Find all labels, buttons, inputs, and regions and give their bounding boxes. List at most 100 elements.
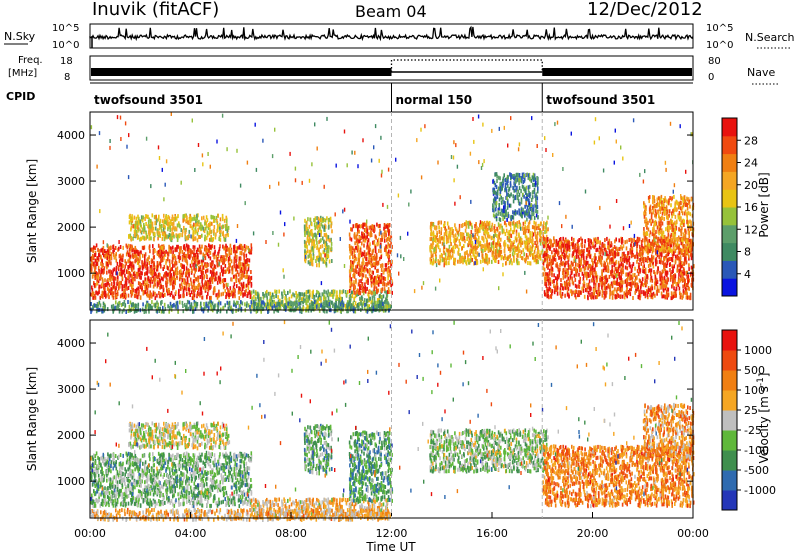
data-cell (375, 261, 378, 266)
data-cell (639, 247, 642, 252)
data-cell (622, 270, 625, 275)
data-cell (204, 219, 206, 224)
cpid-row: twofsound 3501 normal 150 twofsound 3501 (94, 83, 655, 112)
data-cell (223, 237, 226, 242)
data-cell (349, 284, 352, 289)
data-cell (209, 250, 212, 255)
data-cell (674, 294, 676, 298)
data-cell (213, 231, 215, 236)
data-cell (292, 292, 294, 297)
data-cell (240, 291, 242, 296)
data-cell (641, 277, 644, 282)
data-cell (608, 242, 610, 247)
data-cell (158, 226, 161, 231)
data-cell (163, 272, 166, 277)
data-cell (514, 178, 517, 183)
data-cell (322, 250, 325, 255)
data-cell (457, 259, 459, 264)
data-cell (383, 282, 386, 287)
data-cell (239, 256, 242, 261)
data-cell (605, 265, 608, 270)
data-cell (352, 224, 355, 229)
data-cell (544, 225, 546, 230)
data-cell (233, 262, 235, 266)
data-cell (373, 227, 376, 232)
data-cell (473, 252, 475, 257)
data-cell (359, 248, 362, 252)
data-cell (323, 295, 326, 300)
data-cell (467, 253, 469, 258)
data-cell (214, 272, 217, 277)
data-cell (161, 219, 164, 224)
data-cell (212, 275, 215, 280)
data-cell (226, 253, 228, 258)
data-cell (192, 293, 194, 298)
data-cell (502, 256, 505, 261)
data-cell (510, 244, 512, 249)
data-cell (439, 248, 441, 253)
data-cell (106, 256, 108, 261)
data-cell (644, 271, 647, 276)
data-cell (171, 257, 174, 262)
data-cell (128, 271, 130, 275)
data-cell (232, 291, 235, 296)
data-cell (496, 233, 498, 238)
data-cell (374, 249, 377, 254)
data-cell (228, 293, 230, 297)
data-cell (142, 228, 144, 232)
data-cell (146, 280, 148, 285)
data-cell (131, 214, 133, 219)
data-cell (603, 290, 605, 295)
data-cell (130, 262, 132, 266)
data-cell (242, 266, 245, 271)
data-cell (380, 276, 382, 281)
data-cell (175, 247, 177, 252)
data-cell (379, 223, 381, 228)
data-cell (491, 250, 494, 255)
data-cell (646, 280, 648, 284)
data-cell (500, 223, 502, 228)
data-cell (534, 194, 536, 199)
data-cell (128, 215, 131, 219)
data-cell (370, 254, 373, 259)
data-cell (130, 278, 132, 283)
data-cell (197, 267, 200, 272)
data-cell (545, 229, 548, 234)
data-cell (137, 281, 140, 286)
data-cell (169, 221, 171, 226)
data-cell (499, 225, 501, 230)
data-cell (161, 236, 164, 241)
data-cell (349, 249, 351, 254)
data-cell (126, 245, 129, 250)
data-cell (106, 286, 109, 291)
data-cell (317, 300, 319, 305)
data-cell (106, 265, 108, 270)
data-cell (201, 279, 203, 284)
data-cell (474, 256, 477, 261)
data-cell (250, 270, 252, 274)
data-cell (311, 229, 313, 233)
data-cell (285, 294, 287, 299)
data-cell (510, 192, 512, 197)
data-cell (113, 248, 115, 253)
data-cell (503, 200, 505, 205)
data-cell (376, 242, 378, 247)
data-cell (494, 201, 496, 206)
data-cell (165, 221, 168, 225)
data-cell (554, 257, 557, 262)
data-cell (506, 195, 508, 200)
data-cell (539, 241, 542, 246)
data-cell (245, 270, 248, 275)
data-cell (538, 254, 540, 259)
data-cell (361, 224, 363, 228)
data-cell (362, 232, 365, 237)
data-cell (215, 232, 217, 237)
data-cell (508, 203, 511, 208)
cpid-segment-label: twofsound 3501 (94, 93, 203, 107)
data-cell (149, 290, 151, 295)
data-cell (349, 265, 352, 270)
data-cell (688, 254, 690, 259)
data-cell (102, 291, 105, 296)
data-cell (380, 249, 382, 254)
data-cell (443, 245, 446, 249)
